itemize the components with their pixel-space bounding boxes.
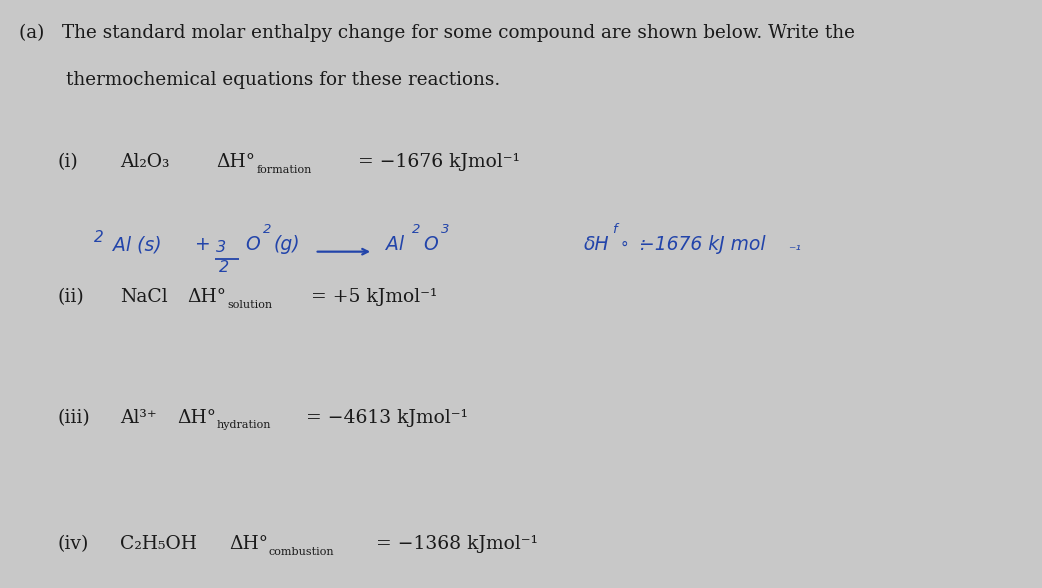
Text: 3: 3 <box>441 223 449 236</box>
Text: −1676 kJ mol: −1676 kJ mol <box>639 235 766 254</box>
Text: δH: δH <box>584 235 610 254</box>
Text: (iii): (iii) <box>57 409 90 427</box>
Text: 2: 2 <box>219 260 229 275</box>
Text: O: O <box>245 235 259 254</box>
Text: (i): (i) <box>57 153 78 171</box>
Text: +: + <box>194 235 209 254</box>
Text: (a)   The standard molar enthalpy change for some compound are shown below. Writ: (a) The standard molar enthalpy change f… <box>19 24 854 42</box>
Text: hydration: hydration <box>217 420 271 430</box>
Text: NaCl: NaCl <box>120 288 168 306</box>
Text: 2: 2 <box>94 230 103 246</box>
Text: °: ° <box>621 241 628 256</box>
Text: f: f <box>612 223 616 236</box>
Text: thermochemical equations for these reactions.: thermochemical equations for these react… <box>19 71 500 89</box>
Text: formation: formation <box>256 165 312 175</box>
Text: 3: 3 <box>216 240 226 255</box>
Text: solution: solution <box>227 300 272 310</box>
Text: ΔH°: ΔH° <box>177 409 216 427</box>
Text: ΔH°: ΔH° <box>217 153 255 171</box>
Text: :: : <box>634 235 646 254</box>
Text: Al³⁺: Al³⁺ <box>120 409 156 427</box>
Text: combustion: combustion <box>269 547 334 557</box>
Text: ⁻¹: ⁻¹ <box>788 244 800 258</box>
Text: Al (s): Al (s) <box>113 235 162 254</box>
Text: (iv): (iv) <box>57 535 89 553</box>
Text: = −4613 kJmol⁻¹: = −4613 kJmol⁻¹ <box>300 409 468 427</box>
Text: C₂H₅OH: C₂H₅OH <box>120 535 197 553</box>
Text: Al₂O₃: Al₂O₃ <box>120 153 170 171</box>
Text: Al: Al <box>386 235 403 254</box>
Text: 2: 2 <box>412 223 420 236</box>
Text: O: O <box>423 235 438 254</box>
Text: = −1368 kJmol⁻¹: = −1368 kJmol⁻¹ <box>370 535 538 553</box>
Text: = −1676 kJmol⁻¹: = −1676 kJmol⁻¹ <box>352 153 520 171</box>
Text: = +5 kJmol⁻¹: = +5 kJmol⁻¹ <box>305 288 438 306</box>
Text: (g): (g) <box>274 235 301 254</box>
Text: ΔH°: ΔH° <box>229 535 268 553</box>
Text: 2: 2 <box>263 223 271 236</box>
Text: (ii): (ii) <box>57 288 84 306</box>
Text: ΔH°: ΔH° <box>188 288 226 306</box>
